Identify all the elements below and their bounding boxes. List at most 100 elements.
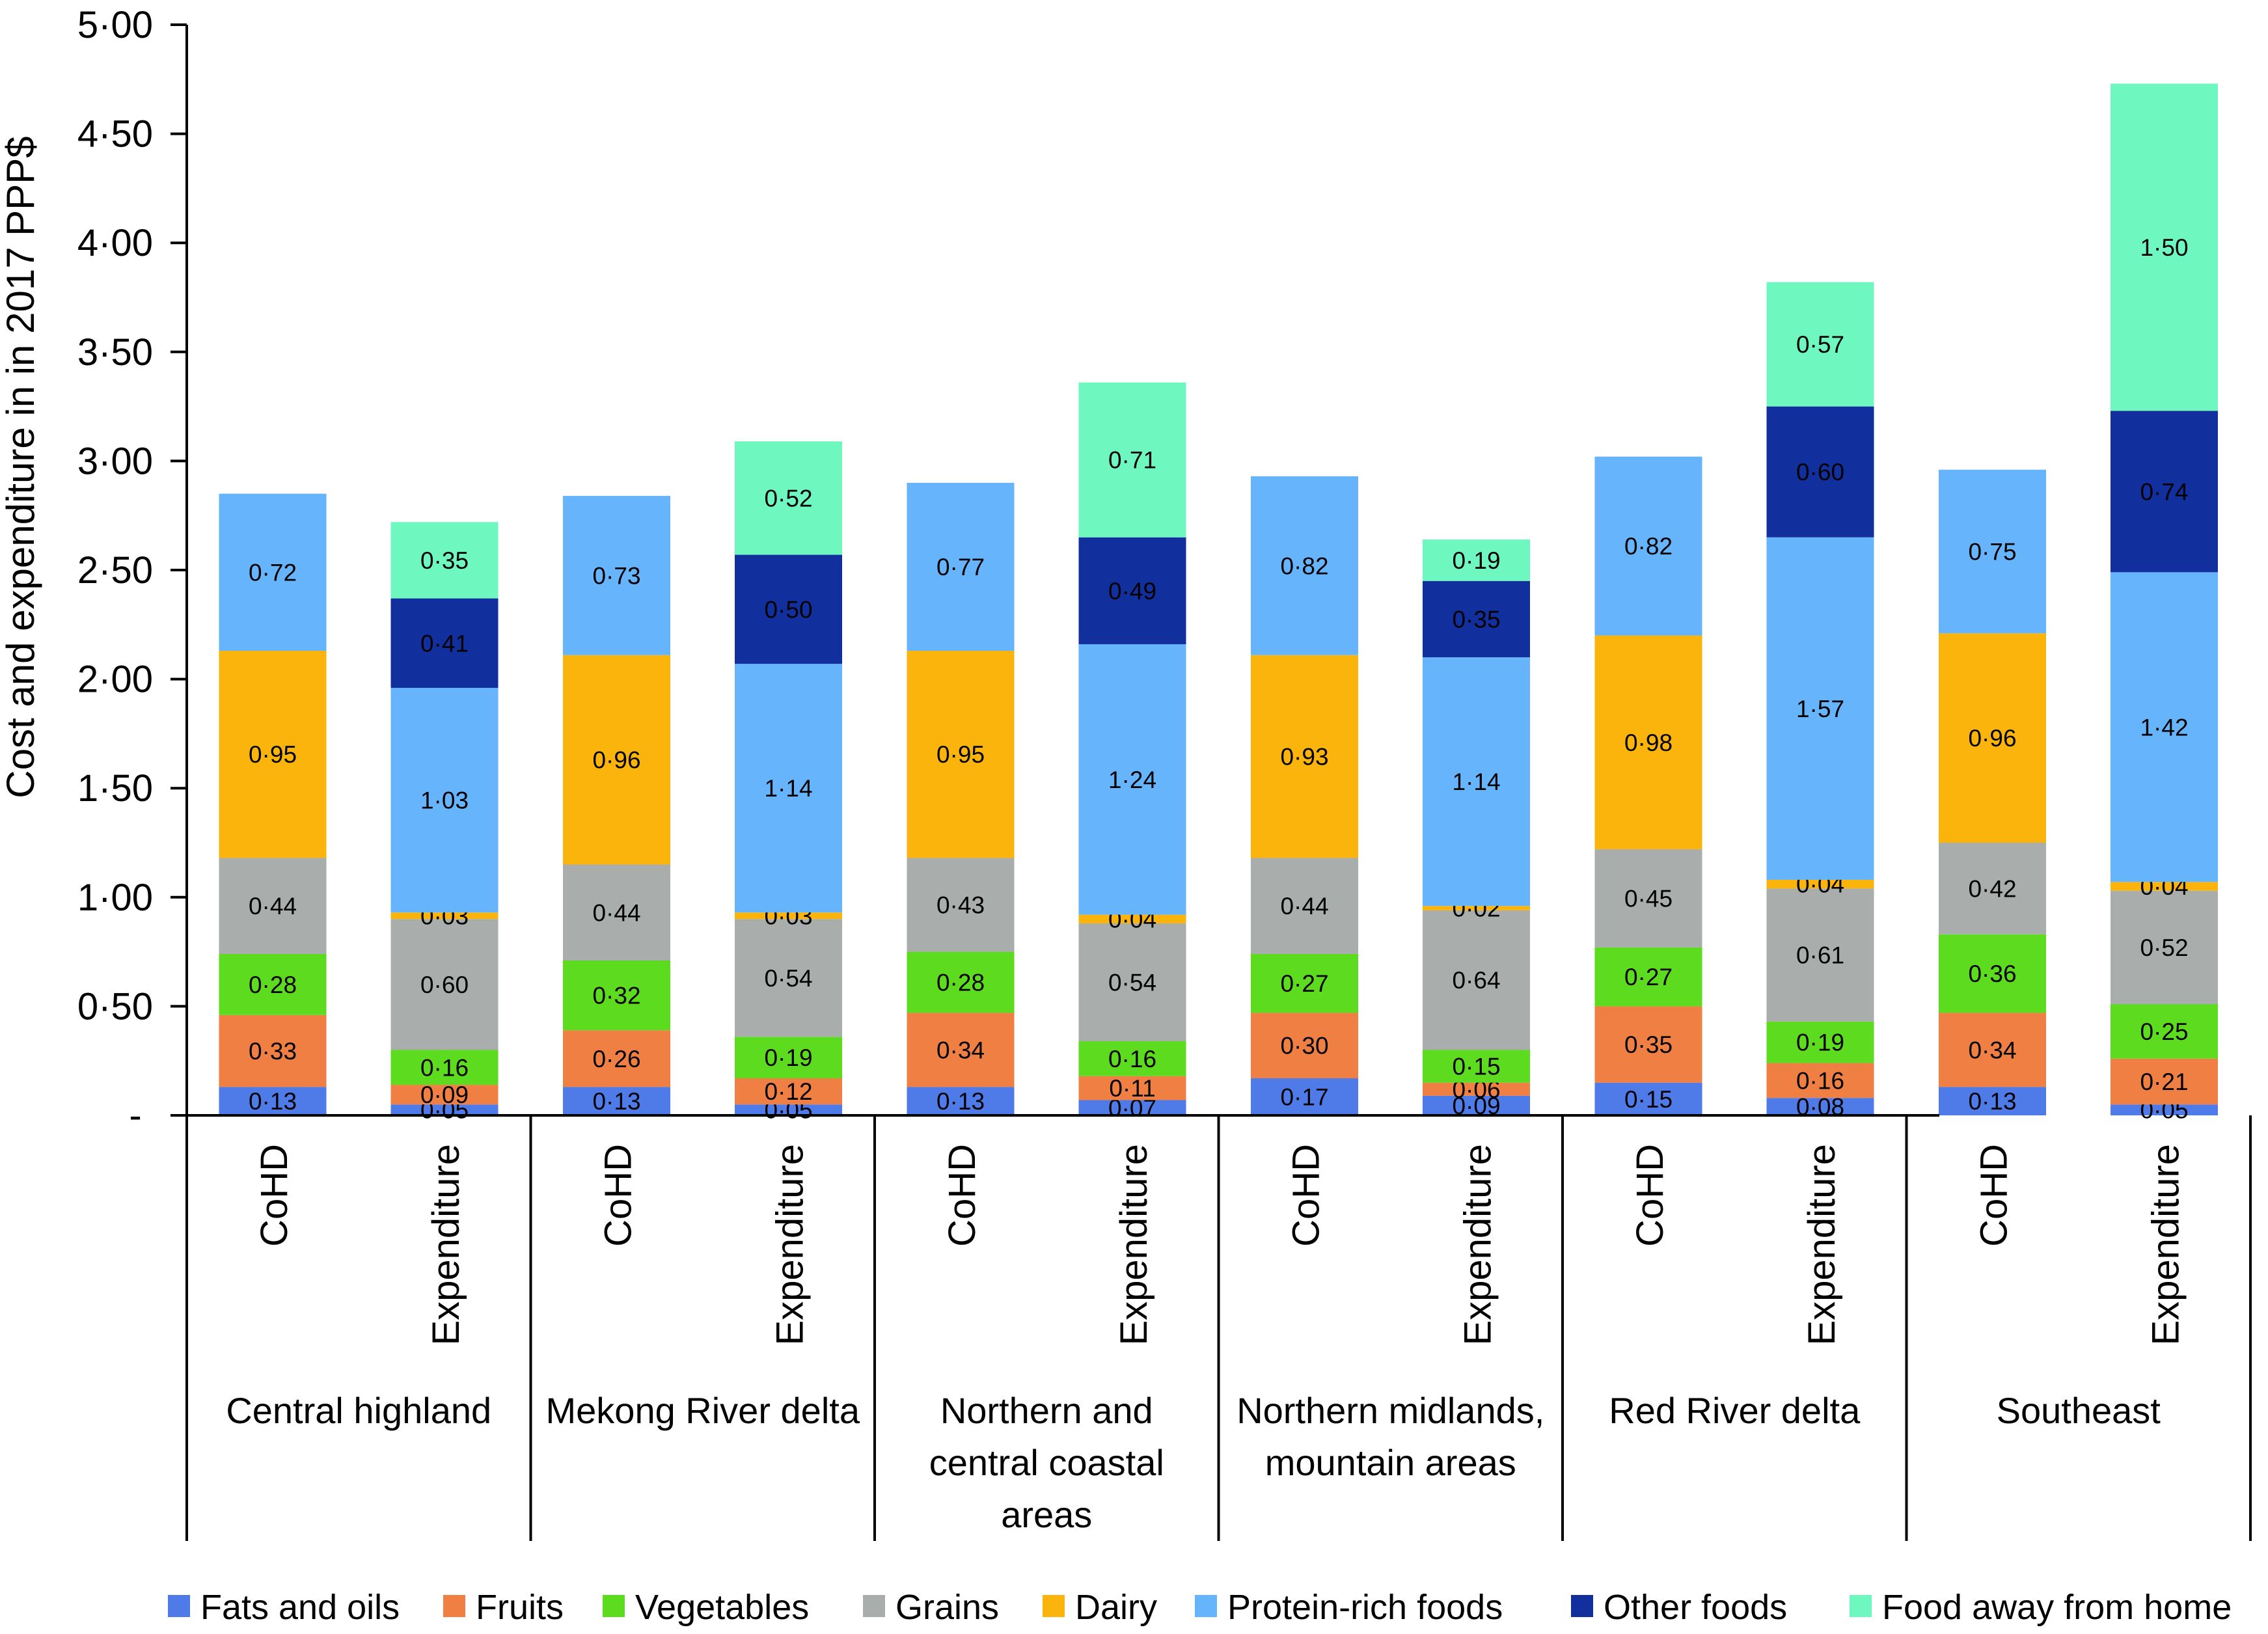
data-label-protein-rich-foods: 1·14 [764, 775, 812, 802]
segment-fruits [390, 1085, 499, 1105]
legend-item-fats-and-oils: Fats and oils [168, 1588, 400, 1627]
bar-mekong-river-delta-cohd: 0·13 0·26 0·32 0·44 0·96 0·73 [563, 496, 670, 1115]
segment-fruits [1078, 1076, 1186, 1100]
legend-swatch [168, 1595, 190, 1617]
x-axis-table: CoHD Expenditure CoHD Expenditure CoHD Expend… [185, 1114, 2252, 1541]
data-label-grains: 0·64 [1452, 967, 1500, 994]
segment-protein-rich-foods [2111, 572, 2218, 882]
segment-grains [1251, 858, 1358, 954]
data-label-fruits: 0·34 [1968, 1037, 2016, 1063]
data-label-other-foods: 0·50 [764, 596, 812, 623]
x-group-label: Mekong River delta [546, 1390, 860, 1431]
segment-fats-and-oils [563, 1087, 670, 1115]
legend-label: Food away from home [1882, 1588, 2232, 1627]
x-category-label: CoHD [1973, 1144, 2015, 1247]
segment-dairy [907, 651, 1015, 858]
segment-other-foods [2111, 411, 2218, 573]
segment-food-away-from-home [735, 441, 842, 555]
segment-food-away-from-home [1423, 539, 1530, 581]
segment-vegetables [2111, 1004, 2218, 1059]
segment-fruits [2111, 1058, 2218, 1105]
legend-item-vegetables: Vegetables [603, 1588, 809, 1627]
legend-item-other-foods: Other foods [1571, 1588, 1787, 1627]
segment-food-away-from-home [390, 522, 499, 599]
data-label-vegetables: 0·19 [764, 1044, 812, 1071]
data-label-dairy: 0·96 [592, 747, 640, 774]
x-category-label: CoHD [1285, 1144, 1328, 1247]
legend-label: Protein-rich foods [1227, 1588, 1503, 1627]
bar-southeast-cohd: 0·13 0·34 0·36 0·42 0·96 0·75 [1939, 469, 2046, 1115]
segment-fats-and-oils [907, 1087, 1015, 1115]
segment-grains [1766, 888, 1874, 1022]
legend: Fats and oils Fruits Vegetables Grains Dairy… [168, 1588, 2232, 1627]
segment-vegetables [1423, 1050, 1530, 1083]
segment-fats-and-oils [1078, 1100, 1186, 1115]
x-category-label: CoHD [253, 1144, 295, 1247]
legend-label: Dairy [1075, 1588, 1157, 1627]
data-label-vegetables: 0·36 [1968, 960, 2016, 987]
data-label-fruits: 0·16 [1796, 1067, 1844, 1094]
data-label-grains: 0·60 [420, 972, 469, 998]
x-category-label: CoHD [597, 1144, 640, 1247]
data-label-fruits: 0·11 [1109, 1075, 1155, 1102]
segment-grains [1939, 843, 2046, 934]
segment-dairy [735, 912, 842, 919]
y-tick-label: 2·00 [77, 659, 153, 701]
data-label-grains: 0·42 [1968, 875, 2016, 902]
segment-dairy [1423, 906, 1530, 910]
data-label-fruits: 0·26 [592, 1046, 640, 1072]
segment-vegetables [1251, 953, 1358, 1013]
data-label-dairy: 0·96 [1968, 725, 2016, 752]
segment-grains [1078, 923, 1186, 1042]
segment-other-foods [1423, 580, 1530, 658]
x-category-label: CoHD [1629, 1144, 1671, 1247]
bar-red-river-delta-cohd: 0·15 0·35 0·27 0·45 0·98 0·82 [1594, 456, 1702, 1115]
segment-other-foods [735, 554, 842, 664]
data-label-food-away-from-home: 0·71 [1108, 447, 1156, 474]
legend-swatch [1850, 1595, 1872, 1617]
y-tick-label: 3·50 [77, 331, 153, 374]
segment-fats-and-oils [1766, 1098, 1874, 1115]
segment-protein-rich-foods [219, 493, 327, 651]
y-tick-label: 0·50 [77, 985, 153, 1028]
data-label-other-foods: 0·41 [420, 630, 469, 657]
x-group-label: Central highland [226, 1390, 491, 1431]
x-category-label: Expenditure [425, 1144, 467, 1346]
segment-fruits [735, 1078, 842, 1105]
legend-swatch [443, 1595, 465, 1617]
data-label-grains: 0·54 [1108, 970, 1156, 996]
segment-fats-and-oils [390, 1104, 499, 1115]
bar-red-river-delta-expenditure: 0·080·160·190·610·041·570·600·57 [1766, 282, 1874, 1121]
bar-southeast-expenditure: 0·050·210·250·520·041·420·741·50 [2111, 83, 2218, 1124]
segment-protein-rich-foods [1594, 456, 1702, 636]
segment-dairy [219, 651, 327, 858]
segment-vegetables [1594, 947, 1702, 1007]
data-label-grains: 0·45 [1624, 885, 1673, 912]
x-category-label: Expenditure [1801, 1144, 1843, 1346]
segment-fruits [1423, 1082, 1530, 1096]
bar-northern-midlands-mountain-areas-expenditure: 0·090·060·150·640·021·140·350·19 [1423, 539, 1530, 1119]
segment-protein-rich-foods [1939, 469, 2046, 634]
legend-label: Other foods [1604, 1588, 1787, 1627]
y-tick-label: - [129, 1095, 141, 1137]
legend-label: Vegetables [635, 1588, 809, 1627]
x-category-label: Expenditure [1457, 1144, 1499, 1346]
legend-swatch [603, 1595, 625, 1617]
segment-other-foods [1766, 406, 1874, 538]
segment-protein-rich-foods [907, 482, 1015, 651]
segment-fats-and-oils [1251, 1078, 1358, 1115]
data-label-fats-and-oils: 0·17 [1280, 1084, 1328, 1111]
data-label-food-away-from-home: 0·35 [420, 547, 469, 574]
bar-northern-and-central-coastal-areas-expenditure: 0·070·110·160·540·041·240·490·71 [1078, 382, 1186, 1121]
data-label-vegetables: 0·16 [420, 1054, 469, 1081]
segment-vegetables [563, 960, 670, 1031]
legend-label: Fruits [476, 1588, 564, 1627]
bar-mekong-river-delta-expenditure: 0·050·120·190·540·031·140·500·52 [735, 441, 842, 1124]
data-label-grains: 0·44 [249, 893, 297, 919]
data-label-food-away-from-home: 0·57 [1796, 331, 1844, 358]
legend-swatch [1043, 1595, 1065, 1617]
segment-food-away-from-home [1766, 282, 1874, 407]
data-label-dairy: 0·95 [936, 741, 985, 768]
x-group-label: Northern midlands, [1236, 1390, 1544, 1431]
